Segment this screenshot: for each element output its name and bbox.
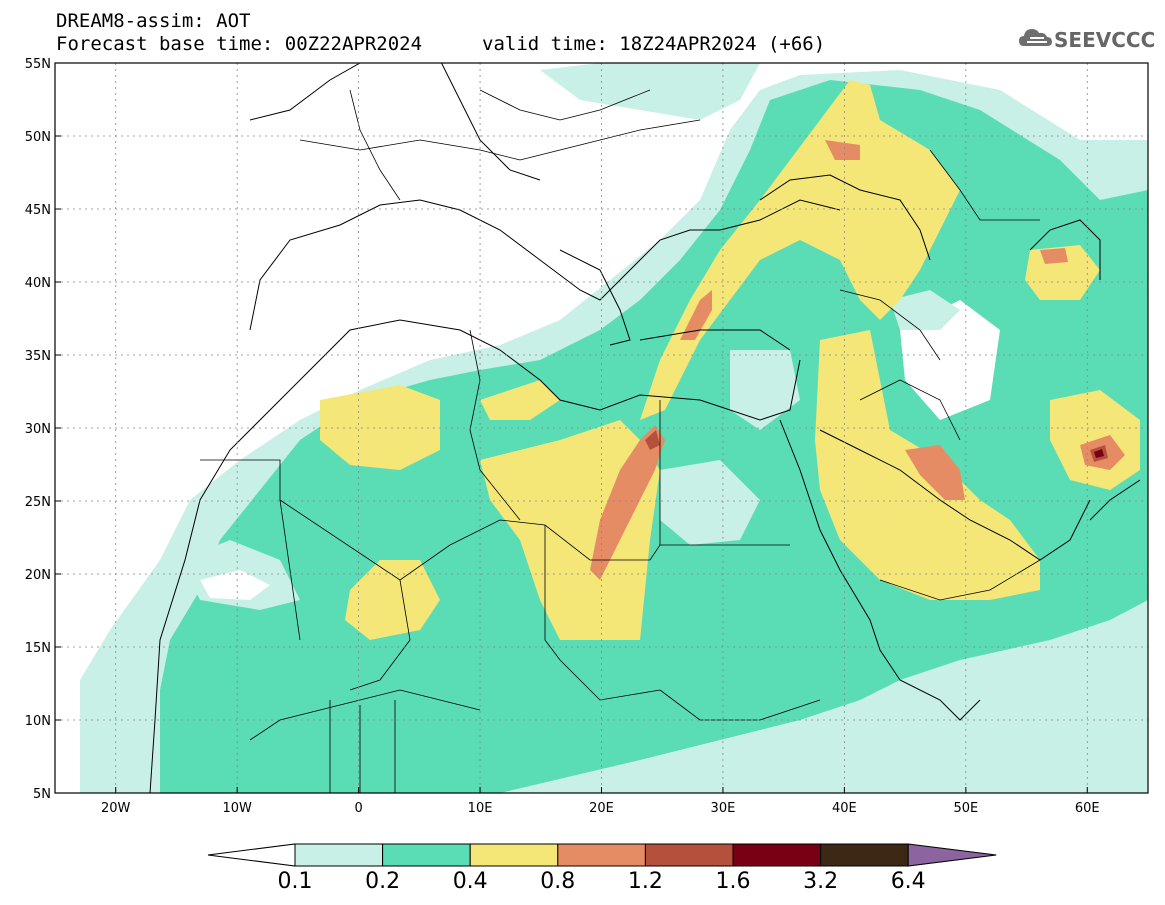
lon-label-3: 10E <box>468 801 493 816</box>
aot-field <box>80 63 1148 793</box>
lon-label-7: 50E <box>953 801 978 816</box>
colorbar-segment-2 <box>469 843 559 867</box>
valid-time: valid time: 18Z24APR2024 (+66) <box>482 33 826 55</box>
lat-label-10: 55N <box>25 57 51 72</box>
lon-label-8: 60E <box>1075 801 1100 816</box>
lon-label-2: 0 <box>354 801 362 816</box>
axis-ticks: 20W 10W 0 10E 20E 30E 40E 50E 60E 5N 10N 15N 20N 25N 3… <box>25 57 1100 816</box>
base-time: Forecast base time: 00Z22APR2024 <box>56 33 423 55</box>
lat-label-0: 5N <box>33 787 51 802</box>
lat-label-7: 40N <box>25 276 51 291</box>
lat-label-3: 20N <box>25 568 51 583</box>
lat-label-1: 10N <box>25 714 51 729</box>
colorbar-label-5: 1.6 <box>716 869 751 894</box>
colorbar-segment-3 <box>557 843 646 867</box>
lon-label-1: 10W <box>222 801 252 816</box>
colorbar-segment-5 <box>732 843 822 867</box>
lon-label-0: 20W <box>101 801 131 816</box>
lat-label-5: 30N <box>25 422 51 437</box>
cloud-logo-icon <box>1019 29 1052 46</box>
colorbar-label-2: 0.4 <box>453 869 488 894</box>
colorbar-label-4: 1.2 <box>628 869 663 894</box>
colorbar-arrow-low <box>207 843 296 867</box>
colorbar-segment-6 <box>820 843 909 867</box>
colorbar-segment-0 <box>294 843 384 867</box>
map-title: DREAM8-assim: AOT <box>56 10 251 32</box>
lat-label-4: 25N <box>25 495 51 510</box>
colorbar-label-3: 0.8 <box>540 869 575 894</box>
lon-label-6: 40E <box>832 801 857 816</box>
lon-label-5: 30E <box>711 801 736 816</box>
colorbar-segment-4 <box>644 843 734 867</box>
colorbar-segment-1 <box>382 843 471 867</box>
logo-text: SEEVCCC <box>1054 28 1156 52</box>
colorbar-label-1: 0.2 <box>365 869 400 894</box>
colorbar-label-7: 6.4 <box>891 869 926 894</box>
lon-label-4: 20E <box>589 801 614 816</box>
colorbar-label-0: 0.1 <box>278 869 313 894</box>
lat-label-8: 45N <box>25 203 51 218</box>
lat-label-6: 35N <box>25 349 51 364</box>
lat-label-9: 50N <box>25 130 51 145</box>
colorbar-arrow-high <box>907 843 997 867</box>
lat-label-2: 15N <box>25 641 51 656</box>
colorbar: 0.1 0.2 0.4 0.8 1.2 1.6 3.2 6.4 <box>207 843 997 894</box>
borders <box>200 89 1041 793</box>
coastlines <box>149 63 1141 793</box>
colorbar-label-6: 3.2 <box>803 869 838 894</box>
